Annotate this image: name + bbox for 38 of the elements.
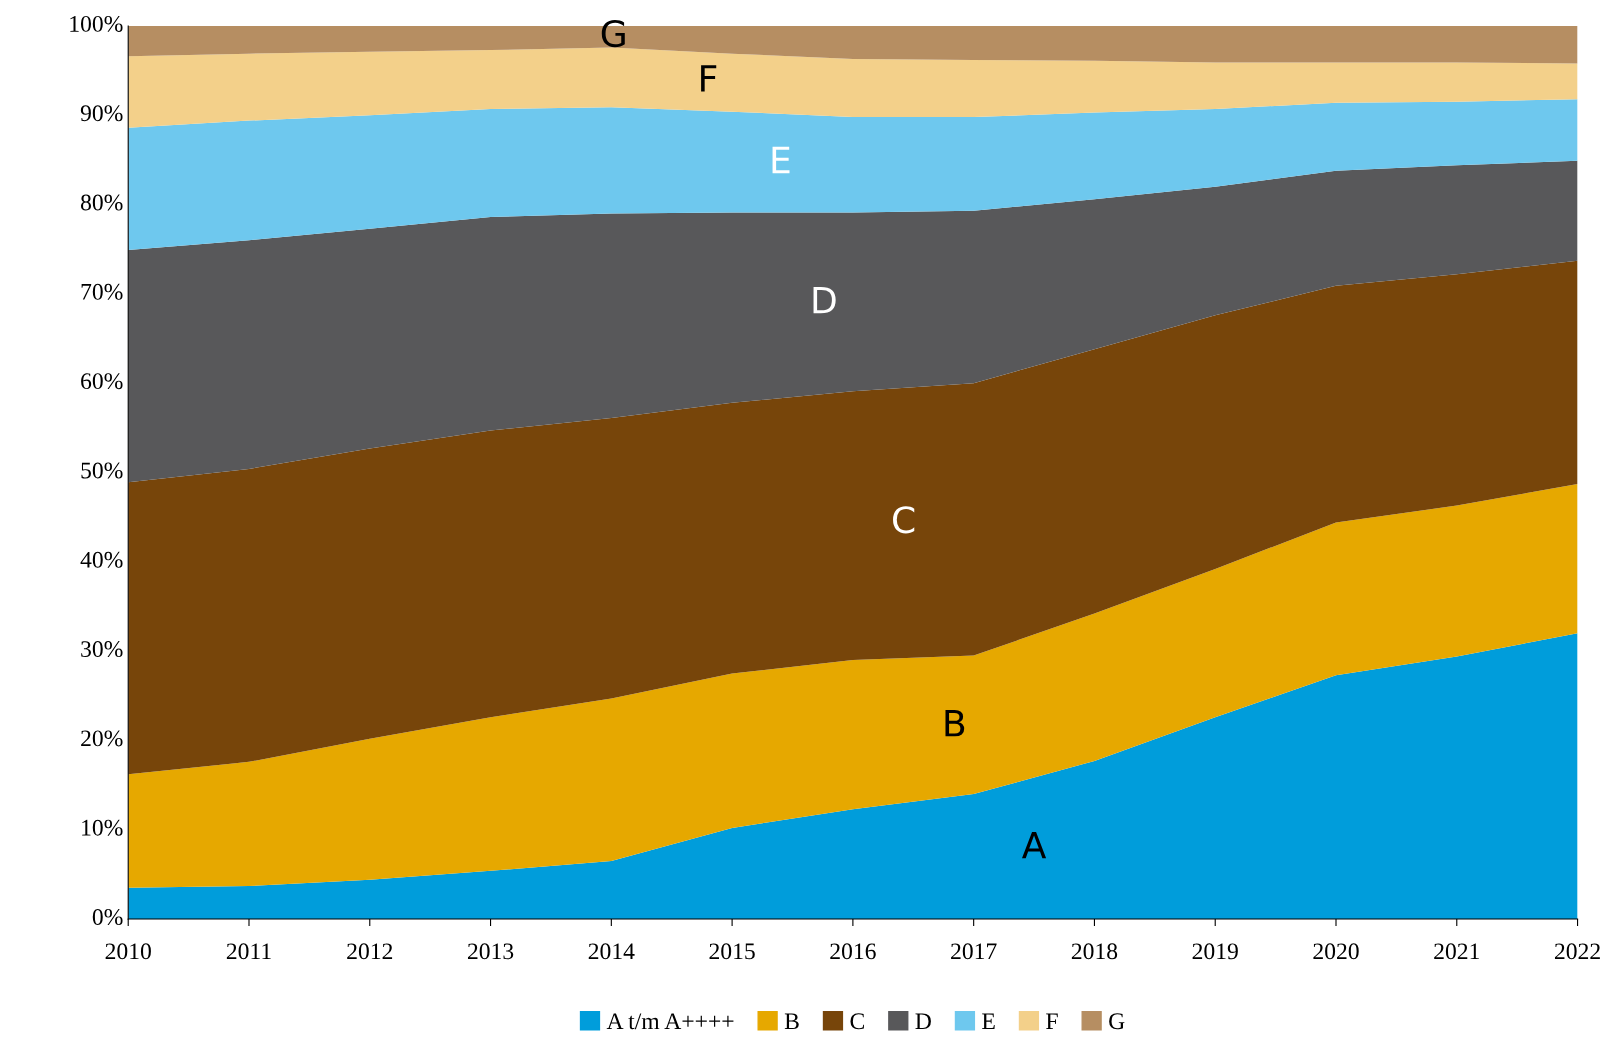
x-tick-label: 2016 [830,943,876,960]
x-tick-label: 2020 [1313,943,1359,960]
y-tick-label: 30% [81,641,123,658]
x-tick-label: 2022 [1554,943,1600,960]
x-tick-label: 2019 [1192,943,1238,960]
annotation: B [945,710,965,737]
annotation: E [772,146,790,174]
y-tick-label: 50% [81,462,123,479]
legend-label: C [850,1013,864,1030]
x-tick-label: 2015 [709,943,755,960]
x-tick-label: 2012 [347,943,393,960]
legend-label: G [1109,1013,1125,1030]
x-tick-label: 2017 [951,943,997,960]
y-tick-label: 80% [80,194,123,211]
y-tick-label: 90% [80,105,123,122]
legend-label: B [784,1013,799,1030]
x-tick-label: 2018 [1071,943,1118,960]
annotation: F [701,65,717,92]
annotation: A [1021,831,1047,859]
x-tick-label: 2021 [1434,943,1479,960]
annotation: C [893,506,915,534]
y-tick-label: 40% [80,551,123,568]
legend-label: D [915,1013,931,1030]
y-tick-label: 0% [92,909,123,926]
y-tick-label: 60% [81,373,123,390]
annotation: G [601,19,625,48]
y-tick-label: 70% [81,283,123,300]
legend-label: A t/m A++++ [606,1013,734,1030]
x-tick-label: 2013 [467,943,514,960]
legend-label: E [982,1013,995,1029]
y-tick-label: 100% [70,15,123,32]
legend-label: F [1046,1013,1058,1029]
x-tick-label: 2014 [588,943,635,960]
annotation: D [813,286,836,314]
y-tick-label: 20% [81,730,123,747]
y-tick-label: 10% [82,819,123,836]
x-tick-label: 2011 [226,943,271,960]
x-tick-label: 2010 [105,943,151,960]
